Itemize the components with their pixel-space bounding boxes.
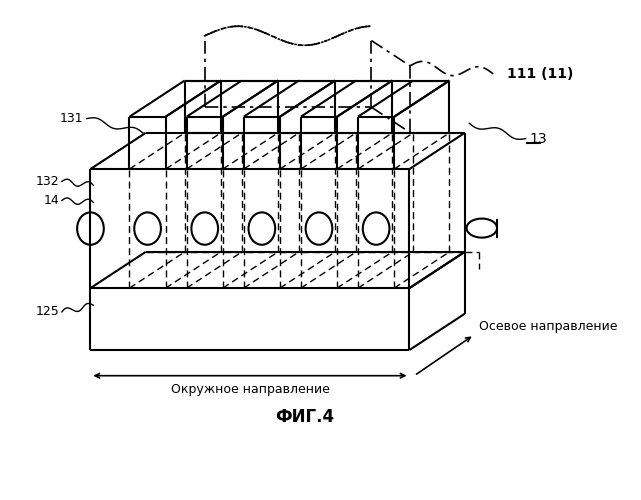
Text: 111 (11): 111 (11) <box>506 67 573 81</box>
Text: 14: 14 <box>44 194 59 207</box>
Text: Осевое направление: Осевое направление <box>479 320 617 333</box>
Text: ФИГ.4: ФИГ.4 <box>275 408 334 426</box>
Text: 13: 13 <box>529 132 547 145</box>
Text: Окружное направление: Окружное направление <box>171 384 329 396</box>
Text: 125: 125 <box>35 306 59 318</box>
Text: 132: 132 <box>35 175 59 188</box>
Text: 131: 131 <box>60 112 84 125</box>
